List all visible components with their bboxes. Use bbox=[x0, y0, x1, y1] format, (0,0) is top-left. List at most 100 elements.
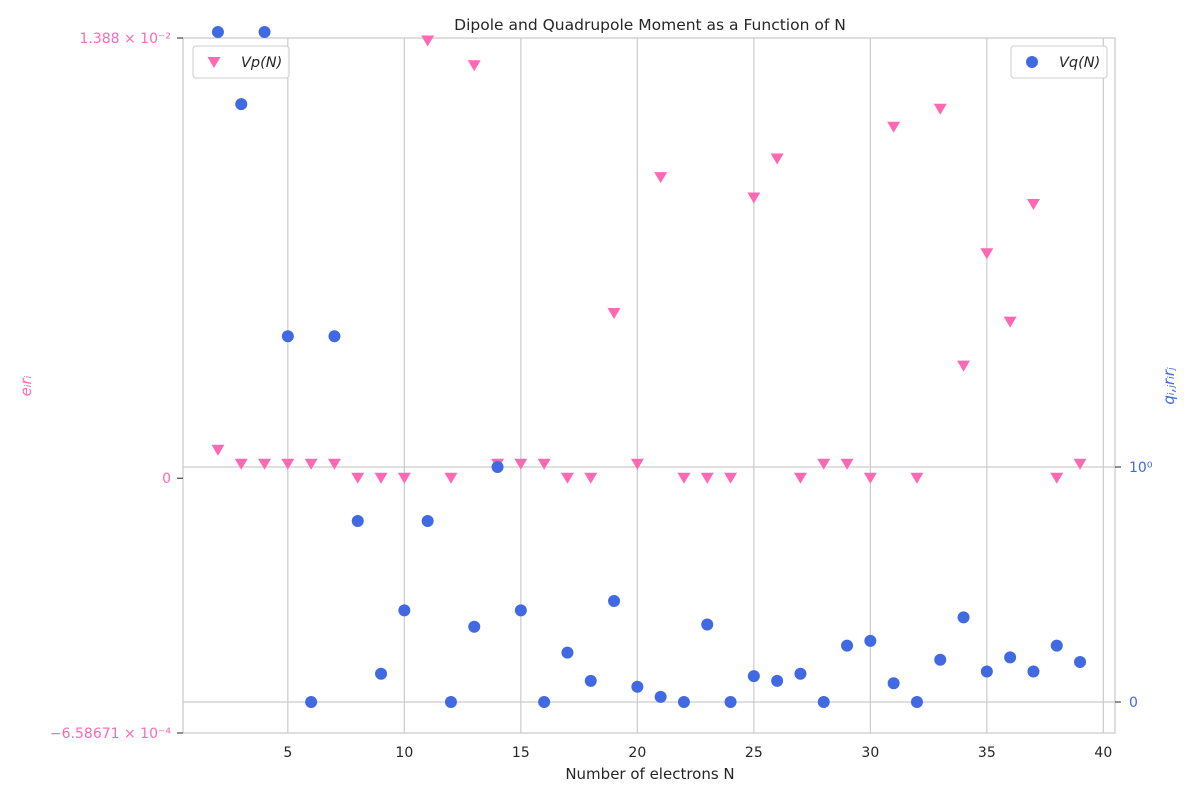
legend-vp-label: Vp(N) bbox=[241, 55, 282, 71]
right-axis-ticks: 10⁰ 0 bbox=[1115, 460, 1153, 711]
vp-point bbox=[327, 458, 341, 470]
vp-point bbox=[421, 35, 435, 47]
legend-vp-marker bbox=[207, 57, 221, 68]
vp-point bbox=[840, 458, 854, 470]
vp-point bbox=[444, 472, 458, 484]
vq-point bbox=[211, 25, 224, 38]
vq-point bbox=[654, 690, 667, 703]
legend-vp: Vp(N) bbox=[192, 45, 290, 79]
x-tick-label: 30 bbox=[861, 745, 879, 761]
vq-point bbox=[1074, 656, 1087, 669]
vp-point bbox=[397, 472, 411, 484]
vp-point bbox=[281, 458, 295, 470]
vp-point bbox=[467, 60, 481, 72]
legend-vq: Vq(N) bbox=[1010, 45, 1108, 79]
vp-point bbox=[1026, 198, 1040, 210]
x-tick-label: 40 bbox=[1094, 745, 1112, 761]
vp-point bbox=[1073, 458, 1087, 470]
vp-point bbox=[770, 153, 784, 165]
right-tick-label: 0 bbox=[1129, 695, 1138, 711]
vq-point bbox=[747, 670, 760, 683]
vq-point bbox=[1050, 639, 1063, 652]
vp-point bbox=[258, 458, 272, 470]
vp-point bbox=[747, 192, 761, 204]
vq-point bbox=[538, 696, 551, 708]
vp-point bbox=[817, 458, 831, 470]
legend-vq-label: Vq(N) bbox=[1059, 55, 1100, 71]
chart-title: Dipole and Quadrupole Moment as a Functi… bbox=[454, 16, 846, 34]
vq-point bbox=[957, 611, 970, 624]
vq-point bbox=[468, 620, 481, 633]
vq-point bbox=[724, 696, 737, 708]
x-tick-label: 35 bbox=[978, 745, 996, 761]
left-tick-label: 0 bbox=[162, 471, 171, 487]
vq-point bbox=[771, 674, 784, 687]
vq-point bbox=[608, 594, 621, 607]
vp-point bbox=[234, 458, 248, 470]
left-tick-label: 1.388 × 10⁻² bbox=[79, 31, 171, 47]
vq-point bbox=[701, 618, 714, 631]
vq-point bbox=[421, 515, 434, 528]
vp-point bbox=[910, 472, 924, 484]
vp-point bbox=[630, 458, 644, 470]
vp-point bbox=[351, 472, 365, 484]
vq-point bbox=[235, 98, 248, 111]
right-axis-title: qᵢ,ⱼrᵢrⱼ bbox=[1160, 367, 1178, 405]
vq-point bbox=[584, 674, 597, 687]
left-tick-label: −6.58671 × 10⁻⁴ bbox=[50, 726, 171, 742]
vp-point bbox=[374, 472, 388, 484]
vp-point bbox=[211, 444, 225, 456]
vp-point bbox=[560, 472, 574, 484]
x-tick-label: 5 bbox=[283, 745, 292, 761]
x-tick-label: 20 bbox=[628, 745, 646, 761]
vp-point bbox=[607, 307, 621, 319]
grid-lines bbox=[183, 38, 1115, 733]
x-tick-label: 10 bbox=[395, 745, 413, 761]
data-marks bbox=[211, 25, 1087, 708]
vp-point bbox=[700, 472, 714, 484]
vq-point bbox=[258, 25, 271, 38]
plot-frame bbox=[182, 37, 1116, 734]
vp-point bbox=[887, 121, 901, 133]
vq-point bbox=[887, 677, 900, 690]
vq-point bbox=[631, 680, 644, 693]
vp-point bbox=[677, 472, 691, 484]
x-tick-label: 25 bbox=[745, 745, 763, 761]
vp-point bbox=[304, 458, 318, 470]
vq-point bbox=[491, 461, 504, 473]
vq-point bbox=[817, 696, 830, 708]
vq-point bbox=[444, 696, 457, 708]
vq-point bbox=[351, 515, 364, 528]
vq-point bbox=[514, 604, 527, 617]
vp-point bbox=[957, 360, 971, 372]
vp-point bbox=[980, 248, 994, 260]
vq-point bbox=[281, 330, 294, 343]
vq-point bbox=[328, 330, 341, 343]
x-tick-label: 15 bbox=[512, 745, 530, 761]
vq-point bbox=[934, 653, 947, 666]
x-axis-title: Number of electrons N bbox=[565, 765, 734, 783]
vq-point bbox=[864, 634, 877, 647]
vp-point bbox=[537, 458, 551, 470]
left-axis-title: eᵢrᵢ bbox=[17, 375, 35, 396]
vp-point bbox=[1050, 472, 1064, 484]
vq-point bbox=[677, 696, 690, 708]
vp-point bbox=[514, 458, 528, 470]
vp-point bbox=[724, 472, 738, 484]
vq-point bbox=[1027, 665, 1040, 678]
vq-point bbox=[398, 604, 411, 617]
vq-point bbox=[910, 696, 923, 708]
vp-point bbox=[863, 472, 877, 484]
vp-point bbox=[584, 472, 598, 484]
vq-point bbox=[561, 646, 574, 659]
left-axis-ticks: 1.388 × 10⁻² 0 −6.58671 × 10⁻⁴ bbox=[50, 31, 183, 742]
legend-vq-marker bbox=[1026, 56, 1038, 68]
vp-point bbox=[793, 472, 807, 484]
vq-point bbox=[305, 696, 318, 708]
vq-point bbox=[1004, 651, 1017, 664]
right-tick-label: 10⁰ bbox=[1129, 460, 1153, 476]
vq-point bbox=[375, 667, 388, 680]
vq-point bbox=[980, 665, 993, 678]
vq-point bbox=[794, 667, 807, 680]
